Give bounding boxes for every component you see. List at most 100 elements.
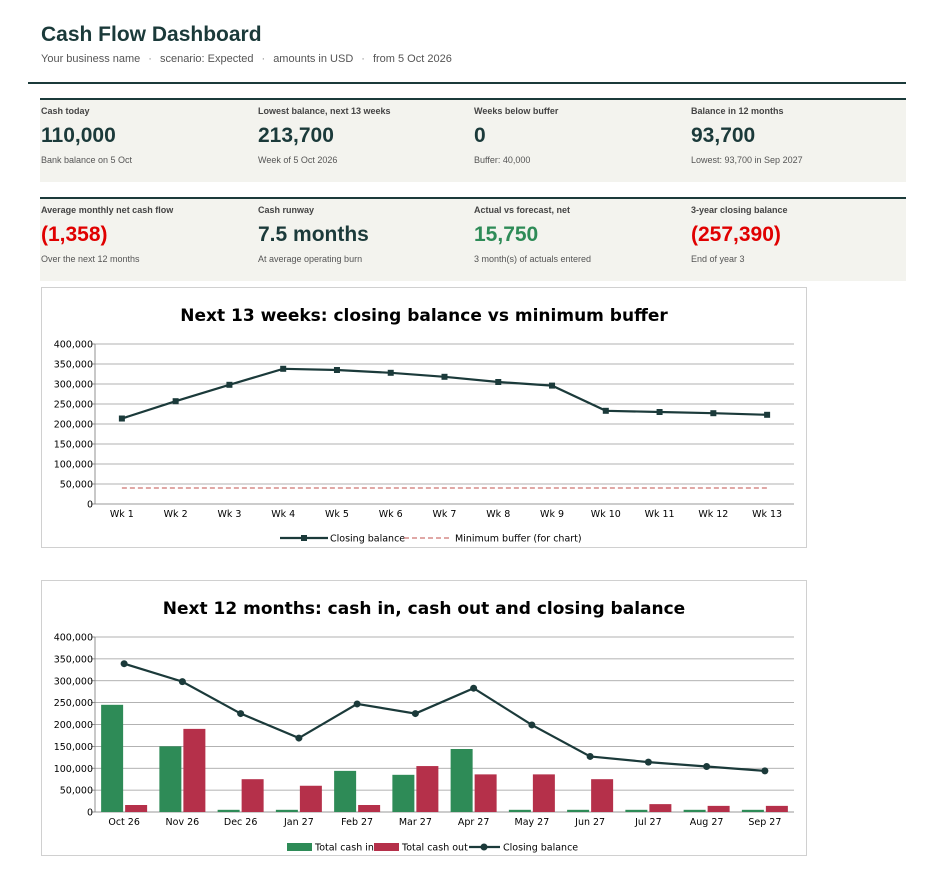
legend-label-closing-balance: Closing balance <box>330 534 405 545</box>
x-tick-label: Wk 2 <box>164 509 188 520</box>
bar-total-cash-in <box>508 809 531 812</box>
x-tick-label: Sep 27 <box>748 817 781 828</box>
bar-total-cash-in <box>334 770 357 812</box>
kpi-note: At average operating burn <box>258 254 363 264</box>
subtitle-scenario: scenario: Expected <box>159 53 254 65</box>
y-tick-label: 0 <box>87 500 93 511</box>
monthly-cashflow-chart-svg: Next 12 months: cash in, cash out and cl… <box>54 599 794 854</box>
bar-total-cash-in <box>450 749 473 812</box>
y-tick-label: 350,000 <box>54 654 93 665</box>
weekly-balance-chart-svg: Next 13 weeks: closing balance vs minimu… <box>54 306 794 545</box>
x-tick-label: Wk 12 <box>698 509 728 520</box>
x-tick-label: Wk 13 <box>752 509 782 520</box>
kpi-card-cash-runway: Cash runway 7.5 months At average operat… <box>257 199 473 281</box>
data-point-closing-balance <box>528 721 536 729</box>
y-tick-label: 250,000 <box>54 698 93 709</box>
x-tick-label: Wk 1 <box>110 509 134 520</box>
kpi-note: Bank balance on 5 Oct <box>41 155 133 165</box>
x-tick-label: Wk 3 <box>217 509 241 520</box>
monthly-cashflow-chart: Next 12 months: cash in, cash out and cl… <box>41 580 807 856</box>
y-tick-label: 400,000 <box>54 340 93 351</box>
kpi-note: 3 month(s) of actuals entered <box>474 254 592 264</box>
y-tick-label: 50,000 <box>60 786 93 797</box>
legend-marker-closing-balance <box>301 535 307 541</box>
bar-total-cash-out <box>591 779 614 812</box>
y-tick-label: 200,000 <box>54 720 93 731</box>
data-point-closing-balance <box>495 379 502 385</box>
legend-label-total-cash-in: Total cash in <box>314 843 374 854</box>
data-point-closing-balance <box>295 734 303 742</box>
data-point-closing-balance <box>441 373 448 380</box>
kpi-label: Cash runway <box>258 205 315 215</box>
kpi-note: Buffer: 40,000 <box>474 155 531 165</box>
y-tick-label: 150,000 <box>54 440 93 451</box>
x-tick-label: Feb 27 <box>341 817 373 828</box>
bar-total-cash-in <box>392 774 415 812</box>
kpi-label: Average monthly net cash flow <box>41 205 174 215</box>
legend-label-closing-balance: Closing balance <box>503 843 578 854</box>
data-point-closing-balance <box>353 700 361 708</box>
y-tick-label: 150,000 <box>54 742 93 753</box>
subtitle-separator: · <box>361 53 365 65</box>
kpi-note: Over the next 12 months <box>41 254 140 264</box>
kpi-value: 110,000 <box>41 124 116 147</box>
bar-total-cash-in <box>567 809 590 812</box>
x-tick-label: Wk 4 <box>271 509 295 520</box>
kpi-label: Lowest balance, next 13 weeks <box>258 106 391 116</box>
bar-total-cash-in <box>741 809 764 812</box>
legend-swatch-total-cash-in <box>287 843 312 851</box>
kpi-value: (257,390) <box>691 223 781 246</box>
kpi-label: Actual vs forecast, net <box>474 205 571 215</box>
data-point-closing-balance <box>333 367 340 373</box>
series-line-closing-balance <box>123 662 765 772</box>
kpi-card-balance-12-months: Balance in 12 months 93,700 Lowest: 93,7… <box>690 100 906 182</box>
data-point-closing-balance <box>387 369 394 376</box>
weekly-balance-chart: Next 13 weeks: closing balance vs minimu… <box>41 287 807 548</box>
bar-total-cash-out <box>649 804 672 812</box>
kpi-label: Balance in 12 months <box>691 106 784 116</box>
data-point-closing-balance <box>226 381 233 388</box>
y-tick-label: 350,000 <box>54 360 93 371</box>
kpi-label: Weeks below buffer <box>474 106 559 116</box>
y-tick-label: 300,000 <box>54 380 93 391</box>
y-tick-label: 250,000 <box>54 400 93 411</box>
data-point-closing-balance <box>644 758 652 766</box>
y-tick-label: 0 <box>87 808 93 819</box>
kpi-note: Week of 5 Oct 2026 <box>258 155 338 165</box>
bar-total-cash-in <box>625 809 648 812</box>
subtitle-start-date: from 5 Oct 2026 <box>372 53 452 65</box>
bar-total-cash-out <box>474 774 497 812</box>
data-point-closing-balance <box>178 678 186 686</box>
kpi-note: Lowest: 93,700 in Sep 2027 <box>691 155 803 165</box>
x-tick-label: Wk 8 <box>486 509 510 520</box>
x-tick-label: Mar 27 <box>399 817 432 828</box>
bar-total-cash-in <box>683 809 706 812</box>
x-tick-label: Jul 27 <box>634 817 662 828</box>
bar-total-cash-out <box>241 779 264 812</box>
header-divider <box>28 82 906 84</box>
legend-label-minimum-buffer: Minimum buffer (for chart) <box>455 534 582 545</box>
bar-total-cash-out <box>299 785 322 812</box>
data-point-closing-balance <box>602 407 609 414</box>
bar-total-cash-out <box>183 728 206 812</box>
kpi-row-2: Average monthly net cash flow (1,358) Ov… <box>40 197 906 281</box>
legend-swatch-total-cash-out <box>374 843 399 851</box>
data-point-closing-balance <box>586 752 594 760</box>
x-tick-label: Nov 26 <box>166 817 200 828</box>
x-tick-label: Wk 5 <box>325 509 349 520</box>
data-point-closing-balance <box>237 710 245 718</box>
kpi-value: (1,358) <box>41 223 108 246</box>
y-tick-label: 300,000 <box>54 676 93 687</box>
x-tick-label: Aug 27 <box>690 817 724 828</box>
data-point-closing-balance <box>411 710 419 718</box>
bar-total-cash-out <box>125 805 148 812</box>
kpi-card-actual-vs-forecast: Actual vs forecast, net 15,750 3 month(s… <box>473 199 689 281</box>
bar-total-cash-in <box>101 704 124 812</box>
data-point-closing-balance <box>761 767 769 775</box>
data-point-closing-balance <box>120 660 128 668</box>
data-point-closing-balance <box>764 411 771 418</box>
bar-total-cash-out <box>765 805 788 812</box>
x-tick-label: Jan 27 <box>283 817 314 828</box>
x-tick-label: Apr 27 <box>458 817 490 828</box>
kpi-card-weeks-below-buffer: Weeks below buffer 0 Buffer: 40,000 <box>473 100 689 182</box>
